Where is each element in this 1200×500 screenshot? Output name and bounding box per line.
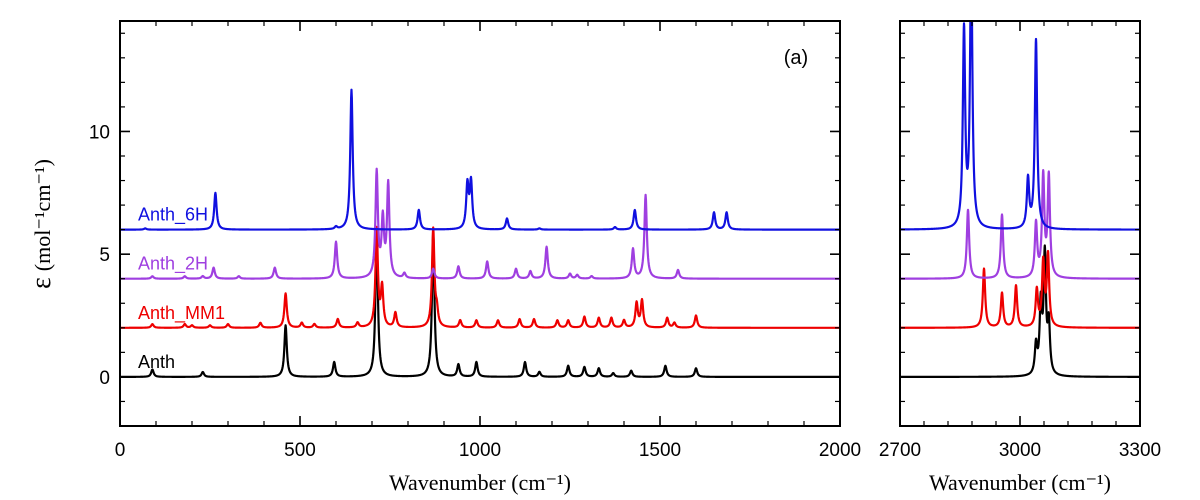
series-label-anth-mm1: Anth_MM1 [138, 303, 225, 324]
y-tick-label: 5 [99, 245, 110, 266]
y-axis-symbol: ε [26, 277, 57, 289]
series-label-anth: Anth [138, 352, 175, 372]
series-line-anth-mm1-right [901, 249, 1140, 329]
plot-frame-left [119, 20, 841, 427]
x-tick-label-left: 1500 [639, 440, 681, 461]
panel-label-a: (a) [784, 47, 808, 69]
y-tick-label: 0 [99, 368, 110, 389]
x-axis-title-right: Wavenumber (cm⁻¹) [929, 470, 1111, 495]
series-label-anth-6h: Anth_6H [138, 205, 208, 226]
panel-left: 0 500 1000 1500 2000 0 5 10 (a) Wavenumber (cm⁻… [89, 20, 861, 495]
series-line-anth-mm1-left [121, 225, 840, 329]
y-axis-title: ε (mol⁻¹cm⁻¹) [26, 159, 57, 289]
series-labels: Anth Anth_MM1 Anth_2H Anth_6H [138, 205, 225, 372]
series-label-anth-2h: Anth_2H [138, 254, 208, 275]
series-line-anth-left [121, 228, 840, 378]
panel-right: 2700 3000 3300 Wavenumber (cm⁻¹) [879, 20, 1161, 495]
x-tick-label-left: 2000 [819, 440, 861, 461]
x-tick-label-left: 0 [115, 440, 126, 461]
plot-frame-right [899, 20, 1141, 427]
x-axis-title-left: Wavenumber (cm⁻¹) [389, 470, 571, 495]
series-line-anth-right [901, 244, 1140, 378]
x-tick-label-right: 2700 [879, 440, 921, 461]
x-tick-label-right: 3000 [999, 440, 1041, 461]
x-tick-label-right: 3300 [1119, 440, 1161, 461]
series-line-anth-6h-right [901, 22, 1140, 231]
series-line-anth-2h-left [121, 167, 840, 280]
series-line-anth-6h-left [121, 88, 840, 231]
series-line-anth-2h-right [901, 169, 1140, 280]
x-tick-label-left: 500 [284, 440, 316, 461]
x-tick-label-left: 1000 [459, 440, 501, 461]
y-tick-label: 10 [89, 122, 110, 143]
y-axis-unit: (mol⁻¹cm⁻¹) [30, 159, 55, 271]
